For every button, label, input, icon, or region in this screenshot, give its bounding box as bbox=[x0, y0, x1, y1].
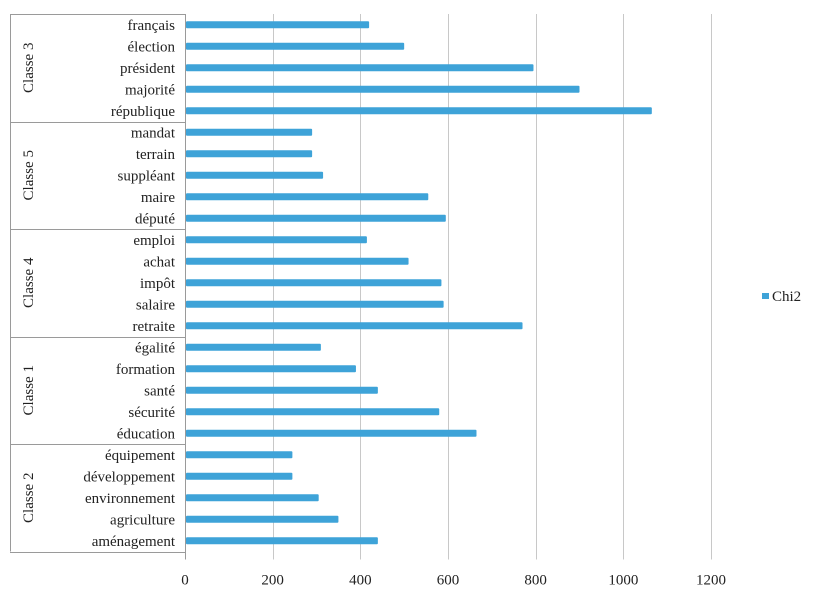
group-label: Classe 5 bbox=[21, 150, 37, 200]
category-label: éducation bbox=[117, 426, 176, 442]
bar bbox=[186, 236, 367, 244]
bar bbox=[186, 214, 446, 222]
group-label: Classe 4 bbox=[21, 257, 37, 308]
category-label: terrain bbox=[136, 147, 176, 163]
category-label: équipement bbox=[105, 448, 176, 464]
bar bbox=[186, 279, 442, 287]
x-axis-ticks: 0 200 400 600 800 1000 1200 bbox=[181, 573, 726, 589]
category-label: développement bbox=[83, 469, 175, 485]
bar bbox=[186, 451, 293, 459]
x-tick-label: 800 bbox=[524, 573, 547, 589]
bar bbox=[186, 150, 313, 158]
bar bbox=[186, 300, 444, 308]
group-label: Classe 3 bbox=[21, 43, 37, 93]
category-label: retraite bbox=[133, 319, 176, 335]
bar bbox=[186, 408, 440, 416]
bar bbox=[186, 365, 356, 373]
category-label: élection bbox=[128, 39, 176, 55]
category-label: président bbox=[120, 61, 176, 77]
category-label: agriculture bbox=[110, 512, 175, 528]
x-tick-label: 1000 bbox=[608, 573, 638, 589]
category-label: mandat bbox=[131, 125, 176, 141]
group-label: Classe 1 bbox=[21, 365, 37, 415]
bars bbox=[186, 21, 652, 545]
category-label: député bbox=[135, 211, 175, 227]
category-labels: français élection président majorité républi… bbox=[83, 18, 175, 550]
category-label: république bbox=[111, 104, 175, 120]
x-tick-label: 200 bbox=[261, 573, 284, 589]
category-label: salaire bbox=[136, 297, 175, 313]
category-label: environnement bbox=[85, 491, 176, 507]
category-label: santé bbox=[144, 383, 175, 399]
legend: Chi2 bbox=[762, 289, 801, 305]
category-label: emploi bbox=[133, 233, 175, 249]
bar bbox=[186, 494, 319, 502]
category-label: majorité bbox=[125, 82, 175, 98]
bar bbox=[186, 386, 378, 394]
bar bbox=[186, 537, 378, 545]
x-tick-label: 1200 bbox=[696, 573, 726, 589]
group-label: Classe 2 bbox=[21, 473, 37, 523]
category-label: maire bbox=[141, 190, 175, 206]
category-label: impôt bbox=[140, 276, 176, 292]
bar bbox=[186, 64, 534, 72]
legend-label: Chi2 bbox=[772, 289, 801, 305]
category-label: aménagement bbox=[92, 534, 176, 550]
x-tick-label: 0 bbox=[181, 573, 189, 589]
category-label: égalité bbox=[135, 340, 175, 356]
category-label: sécurité bbox=[128, 405, 175, 421]
category-label: achat bbox=[143, 254, 175, 270]
bar bbox=[186, 343, 321, 351]
x-tick-label: 400 bbox=[349, 573, 372, 589]
category-axis-frame: Classe 3 Classe 5 Classe 4 Classe 1 Classe 2 bbox=[10, 14, 186, 560]
bar bbox=[186, 21, 370, 29]
category-label: formation bbox=[116, 362, 176, 378]
category-label: suppléant bbox=[118, 168, 176, 184]
bar bbox=[186, 193, 429, 201]
bar bbox=[186, 107, 652, 115]
bar bbox=[186, 429, 477, 437]
bar bbox=[186, 128, 313, 136]
gridlines bbox=[185, 14, 712, 560]
legend-swatch bbox=[762, 293, 769, 299]
bar bbox=[186, 171, 324, 179]
bar bbox=[186, 42, 405, 50]
bar bbox=[186, 472, 293, 480]
bar bbox=[186, 515, 339, 523]
category-label: français bbox=[128, 18, 176, 34]
bar bbox=[186, 322, 523, 330]
bar bbox=[186, 257, 409, 265]
bar bbox=[186, 85, 580, 93]
x-tick-label: 600 bbox=[437, 573, 460, 589]
